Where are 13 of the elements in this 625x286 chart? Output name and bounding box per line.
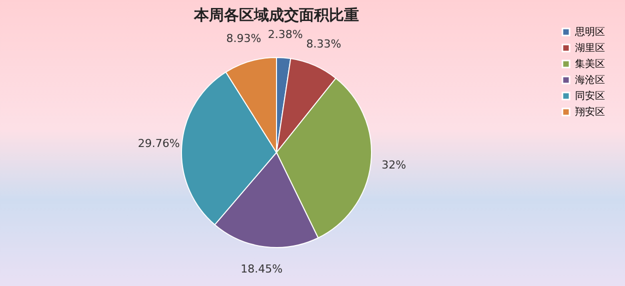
legend-label: 同安区 <box>575 90 605 102</box>
data-label: 32% <box>382 158 406 172</box>
data-label: 2.38% <box>268 28 303 41</box>
legend-label: 翔安区 <box>575 106 605 118</box>
data-label: 8.33% <box>306 37 342 50</box>
legend-label: 海沧区 <box>575 74 605 86</box>
data-label: 18.45% <box>240 262 283 276</box>
chart-title: 本周各区域成交面积比重 <box>193 6 359 24</box>
data-label: 8.93% <box>226 32 262 46</box>
legend-label: 湖里区 <box>575 42 605 54</box>
data-label: 29.76% <box>138 136 180 150</box>
legend-label: 集美区 <box>575 58 605 70</box>
legend-label: 思明区 <box>574 27 605 38</box>
